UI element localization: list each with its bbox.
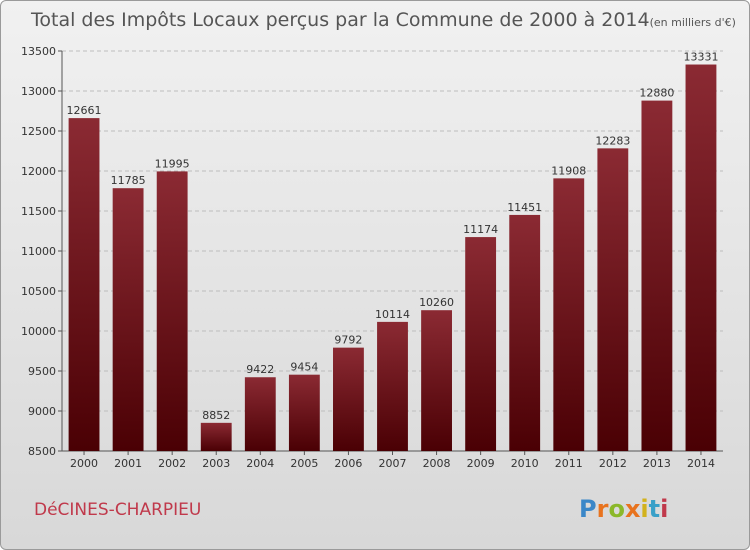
chart-title-text: Total des Impôts Locaux perçus par la Co… [30, 9, 650, 31]
data-label-2010: 11451 [507, 201, 542, 214]
proxiti-logo: Proxiti [579, 495, 668, 523]
bar-2008 [421, 310, 452, 451]
x-tick-label: 2003 [202, 457, 230, 470]
data-label-2008: 10260 [419, 296, 454, 309]
y-tick-label: 12500 [21, 125, 56, 138]
y-tick-label: 9000 [28, 405, 56, 418]
bar-2010 [509, 214, 541, 451]
data-label-2002: 11995 [155, 157, 190, 170]
y-tick-label: 8500 [28, 445, 56, 458]
bar-2009 [465, 237, 497, 451]
y-tick-label: 11500 [21, 205, 56, 218]
data-label-2013: 12880 [639, 87, 674, 100]
x-tick-label: 2011 [555, 457, 583, 470]
data-label-2005: 9454 [290, 361, 318, 374]
x-tick-label: 2004 [246, 457, 274, 470]
logo-letter: x [625, 495, 641, 523]
logo-letter: o [608, 495, 625, 523]
y-tick-label: 10500 [21, 285, 56, 298]
data-label-2001: 11785 [111, 174, 146, 187]
x-tick-label: 2007 [379, 457, 407, 470]
commune-name: DéCINES-CHARPIEU [34, 500, 201, 520]
data-label-2003: 8852 [202, 409, 230, 422]
logo-letter: P [579, 495, 597, 523]
data-label-2000: 12661 [67, 104, 102, 117]
y-tick-label: 13500 [21, 45, 56, 58]
x-tick-label: 2012 [599, 457, 627, 470]
data-label-2006: 9792 [334, 334, 362, 347]
data-label-2009: 11174 [463, 223, 498, 236]
data-label-2012: 12283 [595, 134, 630, 147]
y-tick-label: 13000 [21, 85, 56, 98]
data-label-2011: 11908 [551, 164, 586, 177]
y-tick-label: 12000 [21, 165, 56, 178]
bar-2014 [685, 64, 717, 451]
x-tick-label: 2009 [467, 457, 495, 470]
bar-2002 [156, 171, 188, 451]
bar-2000 [68, 118, 100, 452]
x-tick-label: 2001 [114, 457, 142, 470]
x-tick-label: 2002 [158, 457, 186, 470]
bar-2005 [288, 374, 320, 451]
data-label-2014: 13331 [683, 51, 718, 64]
logo-letter: t [649, 495, 660, 523]
bar-2001 [112, 188, 144, 451]
chart-unit-note: (en milliers d'€) [650, 16, 736, 29]
x-tick-label: 2005 [290, 457, 318, 470]
y-tick-label: 10000 [21, 325, 56, 338]
x-tick-label: 2010 [511, 457, 539, 470]
logo-letter: i [640, 495, 648, 523]
x-tick-label: 2000 [70, 457, 98, 470]
bar-2007 [377, 321, 408, 451]
x-tick-label: 2013 [643, 457, 671, 470]
bar-2013 [641, 100, 673, 451]
x-tick-label: 2006 [334, 457, 362, 470]
logo-letter: r [597, 495, 609, 523]
bar-2003 [200, 422, 232, 451]
bars [68, 64, 717, 452]
data-label-2004: 9422 [246, 363, 274, 376]
chart-title: Total des Impôts Locaux perçus par la Co… [30, 9, 736, 31]
data-labels: 12661 11785 11995 8852 9422 9454 9792 10114 1026… [67, 51, 719, 422]
bar-2006 [333, 347, 364, 451]
bar-2011 [553, 178, 585, 452]
y-tick-label: 9500 [28, 365, 56, 378]
bar-2004 [244, 377, 276, 451]
logo-letter: i [660, 495, 668, 523]
bar-2012 [597, 148, 629, 452]
x-tick-label: 2008 [423, 457, 451, 470]
y-tick-label: 11000 [21, 245, 56, 258]
x-tick-label: 2014 [687, 457, 715, 470]
data-label-2007: 10114 [375, 308, 410, 321]
axes: 8500 9000 9500 10000 10500 11000 11500 12000 125… [21, 45, 723, 470]
